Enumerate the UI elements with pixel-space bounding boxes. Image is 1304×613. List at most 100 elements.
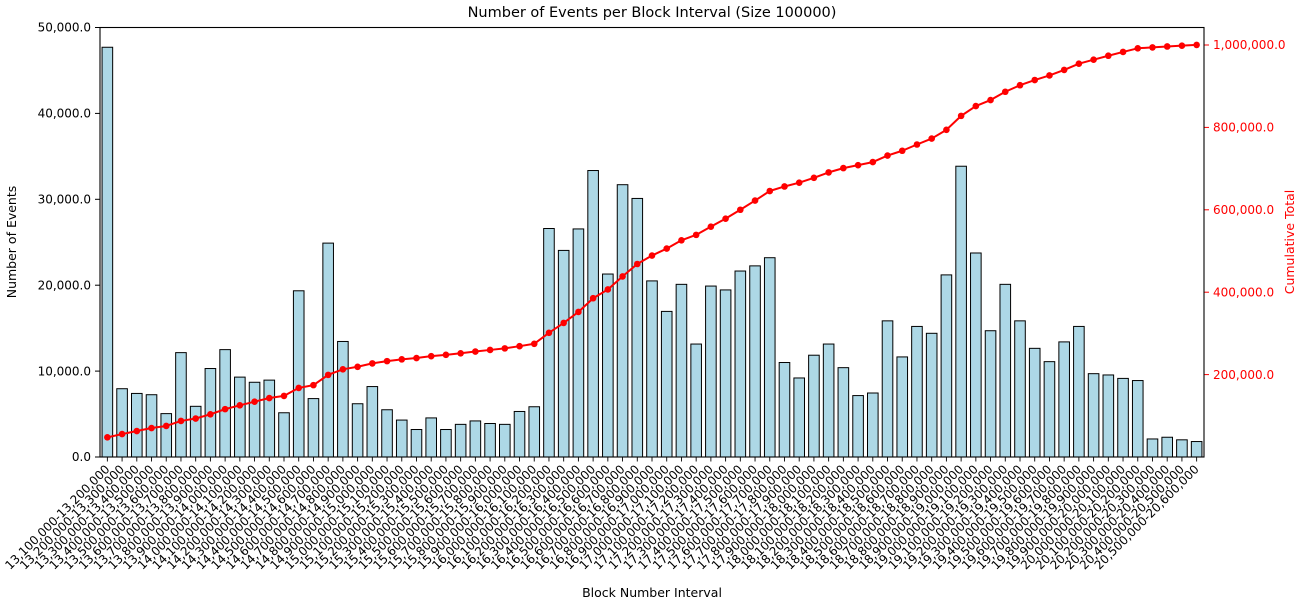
cumulative-point [1134, 44, 1142, 52]
cumulative-point [310, 381, 317, 389]
cumulative-point [663, 245, 671, 252]
cumulative-point [854, 161, 862, 169]
bar [675, 283, 688, 458]
cumulative-point [133, 427, 141, 435]
bar [1102, 374, 1115, 458]
cumulative-point [1193, 41, 1200, 49]
bar [1073, 325, 1085, 458]
cumulative-point [795, 179, 803, 186]
bar [248, 381, 261, 458]
left-tick-label: 20,000.0 [38, 278, 91, 292]
cumulative-point [118, 430, 126, 438]
left-tick-label: 0.0 [72, 450, 91, 464]
cumulative-point [1075, 60, 1083, 67]
bar [292, 290, 305, 458]
bar [1131, 380, 1144, 458]
cumulative-point [781, 183, 788, 190]
cumulative-point [1046, 72, 1053, 79]
right-tick-label: 1,000,000.0 [1213, 38, 1286, 52]
cumulative-point [1016, 81, 1024, 89]
cumulative-point [295, 384, 303, 392]
bar [337, 340, 349, 458]
bar [1176, 439, 1188, 458]
bar [278, 412, 290, 458]
bar [572, 228, 585, 458]
cumulative-point [177, 417, 185, 425]
cumulative-point [604, 286, 612, 293]
bar [822, 343, 835, 458]
bar [1087, 373, 1100, 458]
cumulative-point [737, 206, 744, 214]
bar [970, 252, 982, 458]
bar [557, 249, 570, 458]
bar [837, 367, 850, 458]
bar [160, 413, 173, 458]
right-tick-label: 200,000.0 [1213, 368, 1274, 382]
bar [1058, 341, 1070, 458]
bar [793, 377, 805, 458]
bar [925, 332, 938, 458]
cumulative-point [472, 348, 479, 355]
bar [219, 349, 231, 458]
bar [263, 379, 276, 458]
bar [719, 289, 732, 458]
cumulative-point [928, 135, 935, 142]
cumulative-point [1163, 43, 1171, 50]
plot-frame [99, 26, 1205, 458]
cumulative-point [1105, 52, 1112, 60]
cumulative-point [678, 236, 685, 244]
cumulative-point [530, 340, 538, 348]
bar [749, 265, 761, 458]
bar [763, 257, 776, 458]
cumulative-point [148, 424, 155, 432]
bar [101, 46, 114, 458]
cumulative-point [575, 308, 582, 316]
cumulative-point [648, 252, 656, 259]
bar [410, 429, 423, 458]
cumulative-point [589, 294, 597, 302]
bar [587, 170, 599, 458]
cumulative-line-layer [104, 41, 1200, 441]
bar [425, 417, 437, 458]
right-tick-label: 600,000.0 [1213, 203, 1274, 217]
bar [911, 325, 923, 458]
cumulative-point [943, 126, 950, 134]
bar [984, 330, 997, 458]
bar [734, 270, 747, 458]
bar [484, 422, 496, 458]
bar [778, 362, 791, 458]
bar [116, 388, 128, 458]
cumulative-point [810, 174, 818, 182]
cumulative-point [398, 356, 406, 363]
y-axis-label: Number of Events [4, 186, 19, 299]
bar [690, 343, 702, 458]
bar [366, 386, 379, 458]
bar [454, 423, 467, 458]
bar [705, 285, 717, 458]
bar [528, 406, 541, 458]
bar [955, 165, 967, 458]
cumulative-point [457, 349, 464, 357]
cumulative-point [545, 329, 553, 337]
bar [1014, 320, 1026, 458]
bar [1117, 377, 1129, 458]
cumulative-point [692, 231, 700, 239]
cumulative-point [442, 351, 450, 359]
bar [881, 320, 894, 458]
cumulative-point [383, 357, 391, 365]
bar [234, 376, 246, 458]
cumulative-point [324, 371, 332, 379]
cumulative-point [162, 422, 170, 430]
bar [131, 392, 143, 458]
bar [322, 242, 334, 458]
cumulative-point [619, 273, 626, 280]
bar [381, 409, 393, 458]
cumulative-point [884, 152, 891, 159]
cumulative-point [339, 366, 347, 373]
cumulative-point [251, 398, 258, 406]
cumulative-point [707, 223, 715, 230]
cumulative-point [354, 363, 361, 371]
cumulative-point [913, 141, 921, 148]
axis-layer: 0.0 10,000.0 20,000.0 30,000.0 40,000.0 50,00… [2, 21, 1285, 573]
